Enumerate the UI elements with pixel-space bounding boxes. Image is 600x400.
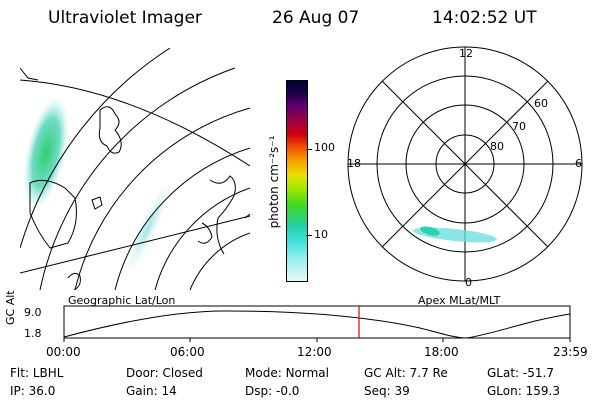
colorbar-label-10: 10 [314,228,328,241]
mlt-label-6: 6 [575,157,582,170]
status-gc-alt: GC Alt: 7.7 Re [364,366,448,380]
geographic-label: Geographic Lat/Lon [68,294,176,307]
status-ip: IP: 36.0 [10,384,56,398]
status-seq: Seq: 39 [364,384,410,398]
date-label: 26 Aug 07 [272,8,360,28]
x-tick-1200: 12:00 [297,345,332,359]
status-door: Door: Closed [126,366,203,380]
colorbar-tick-10 [306,235,312,236]
status-dsp: Dsp: -0.0 [245,384,300,398]
mlt-label-18: 18 [347,157,361,170]
polar-plot [347,46,583,282]
time-label: 14:02:52 UT [432,8,537,28]
colorbar-tick-100 [306,149,312,150]
status-filter: Flt: LBHL [10,366,64,380]
colorbar-label-100: 100 [314,141,335,154]
status-glat: GLat: -51.7 [487,366,554,380]
apex-label: Apex MLat/MLT [418,294,501,307]
x-tick-1800: 18:00 [424,345,459,359]
status-mode: Mode: Normal [245,366,329,380]
lat-label-80: 80 [490,140,504,153]
x-tick-0000: 00:00 [46,345,81,359]
x-tick-0600: 06:00 [170,345,205,359]
x-tick-2359: 23:59 [553,345,588,359]
aurora-emission-east [124,180,172,276]
mlt-label-0: 0 [465,276,472,289]
altitude-ymin: 1.8 [24,327,42,340]
geographic-map [20,48,250,290]
altitude-curve [63,310,571,339]
altitude-ymax: 9.0 [24,306,42,319]
status-gain: Gain: 14 [126,384,177,398]
mlt-label-12: 12 [459,47,473,60]
lat-label-70: 70 [512,120,526,133]
instrument-title: Ultraviolet Imager [48,8,202,28]
colorbar [286,80,308,282]
status-glon: GLon: 159.3 [487,384,560,398]
lat-label-60: 60 [534,97,548,110]
